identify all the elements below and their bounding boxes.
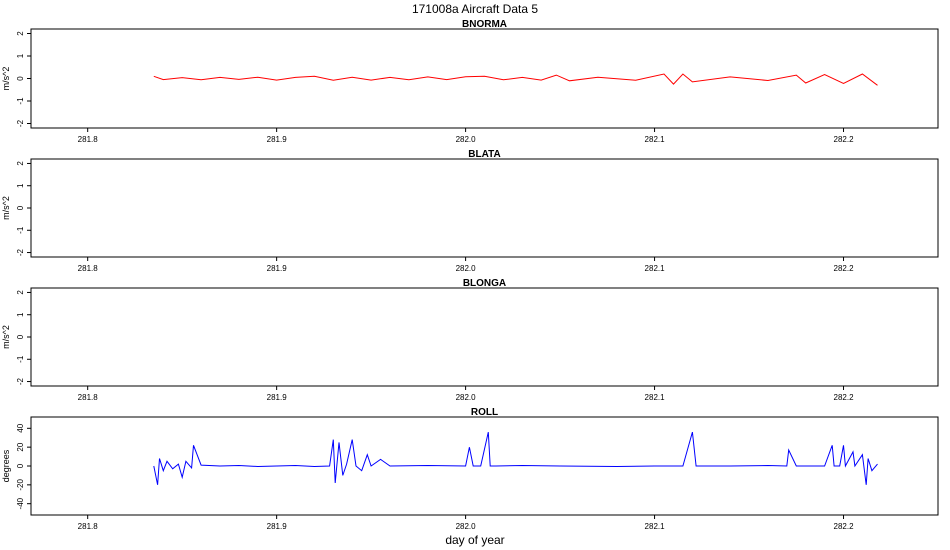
plot-frame [30,158,939,258]
x-tick-label: 281.9 [267,393,288,402]
series-line [153,73,878,86]
y-tick-label: 40 [16,423,25,432]
x-tick-label: 281.9 [267,135,288,144]
x-tick-label: 281.8 [78,393,99,402]
x-tick-label: 282.1 [645,522,666,531]
y-axis-label: m/s^2 [1,196,11,220]
y-tick-label: 20 [16,442,25,451]
x-tick-label: 282.2 [834,522,855,531]
x-tick-label: 282.0 [456,393,477,402]
panel-roll: ROLL degrees 281.8 281.9 282.0 282.1 282.2 -40 -… [1,407,939,531]
x-tick-label: 281.9 [267,264,288,273]
y-tick-label: 1 [16,183,25,188]
y-tick-label: 1 [16,312,25,317]
y-tick-label: 0 [16,463,25,468]
y-tick-label: -20 [16,479,25,491]
y-tick-label: -1 [16,97,25,105]
y-tick-label: 0 [16,205,25,210]
x-tick-label: 282.0 [456,522,477,531]
figure-x-axis-label: day of year [445,533,504,547]
plot-frame [30,287,939,387]
y-tick-label: -1 [16,226,25,234]
y-tick-label: -2 [16,119,25,127]
y-tick-label: -40 [16,497,25,509]
x-tick-label: 282.2 [834,135,855,144]
y-tick-label: 2 [16,31,25,36]
y-tick-label: 2 [16,161,25,166]
panel-title: BNORMA [462,19,507,30]
x-tick-label: 282.1 [645,393,666,402]
y-tick-label: 0 [16,334,25,339]
y-tick-label: -1 [16,355,25,363]
y-tick-label: -2 [16,377,25,385]
panel-title: BLONGA [463,278,506,289]
x-tick-label: 282.1 [645,264,666,273]
x-tick-label: 281.8 [78,264,99,273]
y-axis-label: m/s^2 [1,325,11,349]
plot-frame [30,28,939,129]
chart-panels: BNORMA m/s^2 281.8 281.9 282.0 282.1 282.2 -2 -1… [1,19,939,531]
panel-title: ROLL [471,407,498,418]
y-axis-label: m/s^2 [1,67,11,91]
y-tick-label: 1 [16,53,25,58]
x-tick-label: 282.0 [456,264,477,273]
x-tick-label: 282.2 [834,393,855,402]
figure-title: 171008a Aircraft Data 5 [412,2,538,16]
y-tick-label: -2 [16,248,25,256]
panel-bnorma: BNORMA m/s^2 281.8 281.9 282.0 282.1 282.2 -2 -1… [1,19,939,144]
x-tick-label: 282.1 [645,135,666,144]
panel-blata: BLATA m/s^2 281.8 281.9 282.0 282.1 282.2 -2 -1 0… [1,149,939,273]
x-tick-label: 281.8 [78,135,99,144]
x-tick-label: 281.9 [267,522,288,531]
panel-blonga: BLONGA m/s^2 281.8 281.9 282.0 282.1 282.2 -2 -1… [1,278,939,402]
x-tick-label: 282.2 [834,264,855,273]
x-tick-label: 282.0 [456,135,477,144]
y-tick-label: 2 [16,290,25,295]
x-tick-label: 281.8 [78,522,99,531]
y-axis-label: degrees [1,449,11,482]
panel-title: BLATA [468,149,500,160]
series-line [153,431,878,485]
y-tick-label: 0 [16,76,25,81]
